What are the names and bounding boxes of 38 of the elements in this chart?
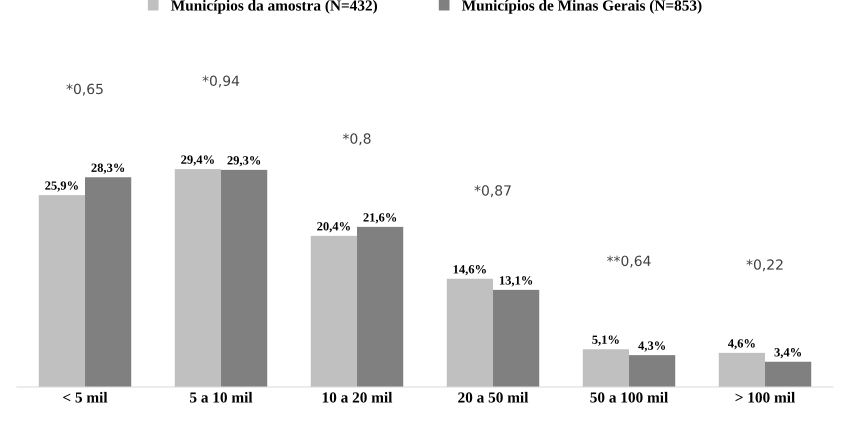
data-label: 5,1% — [592, 335, 619, 346]
data-label: 20,4% — [317, 222, 350, 232]
data-label: 4,6% — [728, 339, 755, 350]
bar — [85, 177, 132, 387]
annotation: *0,87 — [474, 185, 511, 198]
legend-label: Municípios da amostra (N=432) — [171, 0, 378, 14]
bar — [310, 236, 357, 387]
bar — [765, 362, 812, 387]
x-tick-label: > 100 mil — [736, 392, 795, 403]
bar — [582, 349, 629, 387]
bar — [629, 355, 676, 387]
bar — [174, 169, 221, 387]
bar — [446, 278, 493, 387]
x-tick-label: 20 a 50 mil — [458, 392, 528, 403]
data-label: 3,4% — [774, 348, 802, 358]
data-label: 21,6% — [363, 213, 396, 224]
x-tick-label: 10 a 20 mil — [322, 392, 392, 403]
data-label: 14,6% — [454, 265, 486, 276]
x-tick-label: 50 a 100 mil — [590, 392, 668, 403]
data-label: 13,1% — [500, 276, 532, 286]
legend-label: Municípios de Minas Gerais (N=853) — [462, 0, 702, 14]
data-label: 4,3% — [638, 341, 666, 352]
bar — [38, 195, 85, 387]
data-label: 28,3% — [91, 164, 124, 174]
bar — [357, 226, 404, 387]
data-label: 29,3% — [227, 156, 260, 166]
x-tick-label: 5 a 10 mil — [190, 392, 252, 403]
bar — [221, 170, 268, 387]
text: *0,65 — [66, 84, 103, 96]
annotation: *0,22 — [746, 259, 783, 272]
annotation: **0,64 — [607, 256, 651, 268]
data-label: 25,9% — [45, 181, 78, 192]
data-label: 29,4% — [181, 155, 214, 166]
text: *0,8 — [342, 133, 371, 146]
bar — [493, 290, 540, 387]
text: *0,94 — [202, 76, 240, 88]
x-tick-label: < 5 mil — [63, 392, 108, 403]
bar — [718, 352, 765, 387]
